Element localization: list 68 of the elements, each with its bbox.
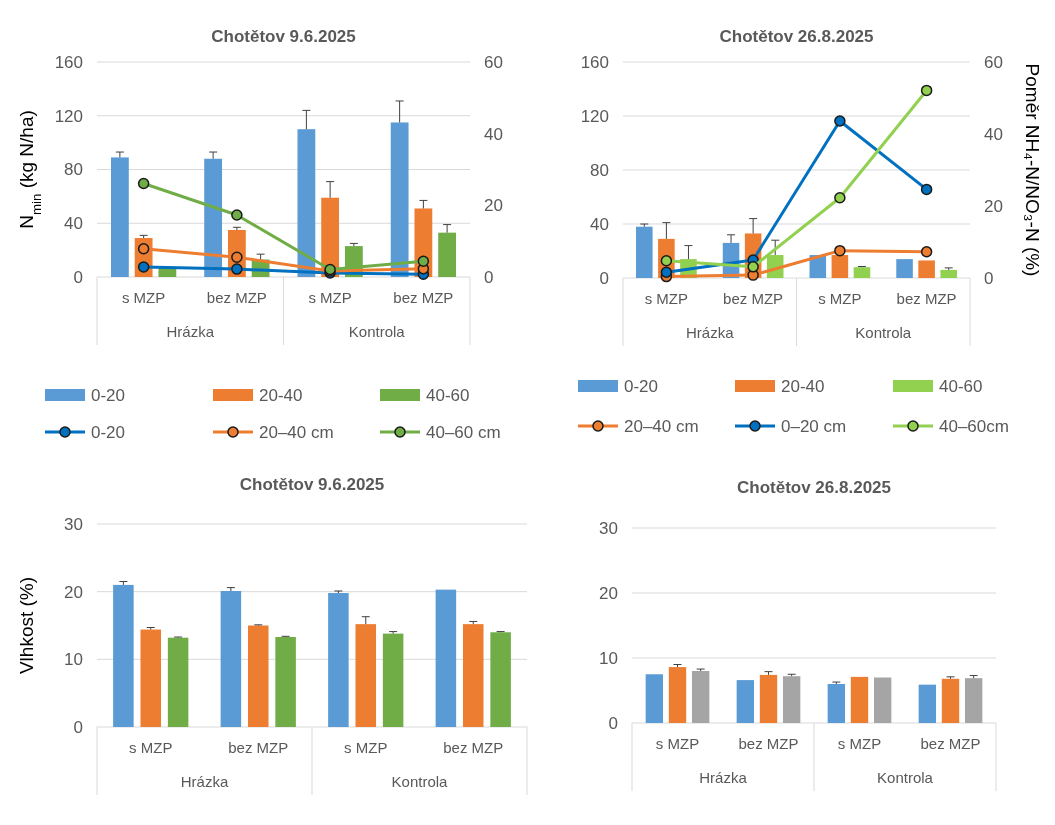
y2-tick-label: 40 xyxy=(984,124,1003,144)
x-tick-label: s MZP xyxy=(308,289,352,306)
chart-title: Chotětov 9.6.2025 xyxy=(211,27,356,46)
legend-label: 20–40 cm xyxy=(259,422,334,442)
y-tick-label: 0 xyxy=(599,268,609,288)
legend-label: 20–40 cm xyxy=(624,416,699,436)
x-tick-label: bez MZP xyxy=(393,289,454,306)
legend-label: 40–60cm xyxy=(939,416,1009,436)
text: Kontrola xyxy=(855,324,912,341)
y-tick-label: 0 xyxy=(608,713,618,733)
x-tick-label: s MZP xyxy=(129,739,173,756)
legend-label: 20-40 xyxy=(259,385,303,405)
text: Kontrola xyxy=(391,773,449,790)
y2-tick-label: 20 xyxy=(984,196,1003,216)
y-tick-label: 120 xyxy=(54,106,83,126)
y-tick-label: 40 xyxy=(590,214,609,234)
x-tick-label: bez MZP xyxy=(443,739,504,756)
y-axis-title: Vlhkost (%) xyxy=(16,576,37,675)
y-tick-label: 10 xyxy=(599,648,618,668)
y-tick-label: 10 xyxy=(64,650,83,670)
x-tick-label: bez MZP xyxy=(738,735,799,752)
legend-label: 40-60 xyxy=(939,376,983,396)
y-tick-label: 30 xyxy=(64,514,83,534)
y-tick-label: 160 xyxy=(580,52,609,72)
y-tick-label: 160 xyxy=(54,52,83,72)
legend-label: 20-40 xyxy=(781,376,825,396)
y-tick-label: 80 xyxy=(64,160,83,180)
x-tick-label: bez MZP xyxy=(920,735,981,752)
x-tick-label: bez MZP xyxy=(206,289,267,306)
y2-axis-title: Poměr NH₄-N/NO₃-N (%) xyxy=(1022,63,1043,277)
x-tick-label: s MZP xyxy=(837,735,882,752)
text: Hrázka xyxy=(180,773,229,790)
x-tick-label: s MZP xyxy=(818,290,862,307)
chart-title: Chotětov 26.8.2025 xyxy=(736,478,892,497)
legend-label: 40-60 xyxy=(426,385,470,405)
text: Hrázka xyxy=(166,323,215,340)
y2-tick-label: 40 xyxy=(484,124,503,144)
y-tick-label: 0 xyxy=(73,717,83,737)
chart-title: Chotětov 26.8.2025 xyxy=(719,27,874,46)
y2-tick-label: 0 xyxy=(984,268,994,288)
x-tick-label: bez MZP xyxy=(896,290,957,307)
x-tick-label: s MZP xyxy=(655,735,700,752)
text: Hrázka xyxy=(699,769,748,786)
y-tick-label: 0 xyxy=(73,267,83,287)
x-tick-label: s MZP xyxy=(344,739,388,756)
text: Kontrola xyxy=(877,769,934,786)
y2-tick-label: 60 xyxy=(984,52,1003,72)
y-tick-label: 20 xyxy=(599,583,618,603)
text: Hrázka xyxy=(685,324,735,341)
chart-title: Chotětov 9.6.2025 xyxy=(239,475,385,494)
x-tick-label: s MZP xyxy=(121,289,166,306)
legend-label: 0-20 xyxy=(91,385,126,405)
y-tick-label: 80 xyxy=(590,160,609,180)
x-tick-label: s MZP xyxy=(644,290,689,307)
text: Kontrola xyxy=(348,323,406,340)
y-tick-label: 40 xyxy=(64,214,83,234)
y2-tick-label: 60 xyxy=(484,52,503,72)
y-tick-label: 20 xyxy=(64,582,83,602)
legend-label: 0-20 xyxy=(624,376,659,396)
y-tick-label: 120 xyxy=(580,106,609,126)
y2-tick-label: 0 xyxy=(484,267,494,287)
y2-tick-label: 20 xyxy=(484,196,503,216)
x-tick-label: bez MZP xyxy=(723,290,784,307)
legend-label: 40–60 cm xyxy=(426,422,501,442)
x-tick-label: bez MZP xyxy=(228,739,289,756)
legend-label: 0-20 xyxy=(91,422,126,442)
y-tick-label: 30 xyxy=(599,518,618,538)
legend-label: 0–20 cm xyxy=(781,416,847,436)
